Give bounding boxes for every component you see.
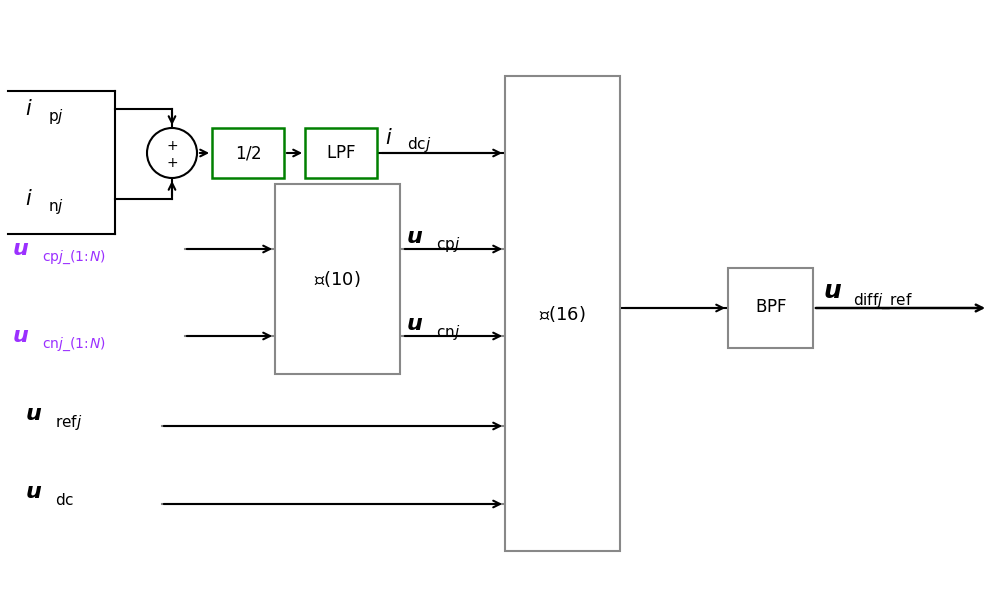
Text: $\mathrm{dc}j$: $\mathrm{dc}j$ [407, 135, 431, 154]
Text: $\mathrm{dc}$: $\mathrm{dc}$ [55, 492, 74, 508]
Text: $i$: $i$ [25, 99, 33, 119]
Text: $\boldsymbol{u}$: $\boldsymbol{u}$ [25, 403, 42, 425]
Text: $\mathrm{cp}j$: $\mathrm{cp}j$ [436, 235, 460, 254]
Text: $\boldsymbol{u}$: $\boldsymbol{u}$ [406, 226, 423, 248]
Bar [728, 268, 813, 348]
Text: $i$: $i$ [385, 128, 393, 148]
Text: $\boldsymbol{u}$: $\boldsymbol{u}$ [25, 481, 42, 503]
Text: +: + [166, 156, 178, 170]
Text: $\boldsymbol{u}$: $\boldsymbol{u}$ [12, 238, 29, 260]
Text: $\mathrm{式(10)}$: $\mathrm{式(10)}$ [314, 269, 361, 289]
Circle shape [147, 128, 197, 178]
Text: $\mathrm{p}j$: $\mathrm{p}j$ [48, 107, 64, 126]
Text: $\mathrm{n}j$: $\mathrm{n}j$ [48, 197, 64, 216]
Text: $\boldsymbol{u}$: $\boldsymbol{u}$ [12, 325, 29, 347]
Text: $\mathrm{cp}j\_{(1\!:\!N)}$: $\mathrm{cp}j\_{(1\!:\!N)}$ [42, 249, 106, 266]
Bar [305, 128, 377, 178]
Text: $\mathrm{式(16)}$: $\mathrm{式(16)}$ [539, 303, 586, 324]
Text: $\mathrm{diff}j\_\mathrm{ref}$: $\mathrm{diff}j\_\mathrm{ref}$ [853, 291, 913, 311]
Text: $\boldsymbol{u}$: $\boldsymbol{u}$ [406, 313, 423, 335]
Bar [505, 76, 620, 551]
Bar [212, 128, 284, 178]
Text: $\mathrm{cn}j\_{(1\!:\!N)}$: $\mathrm{cn}j\_{(1\!:\!N)}$ [42, 336, 106, 353]
Text: $\mathrm{cn}j$: $\mathrm{cn}j$ [436, 322, 460, 342]
Text: +: + [166, 139, 178, 153]
Text: $\mathrm{ref}j$: $\mathrm{ref}j$ [55, 412, 82, 432]
Text: $\mathrm{LPF}$: $\mathrm{LPF}$ [326, 144, 356, 162]
Text: $\boldsymbol{u}$: $\boldsymbol{u}$ [823, 279, 842, 303]
Text: $i$: $i$ [25, 189, 33, 209]
Bar [275, 184, 400, 374]
Text: $\mathrm{1/2}$: $\mathrm{1/2}$ [235, 144, 261, 162]
Text: $\mathrm{BPF}$: $\mathrm{BPF}$ [755, 300, 786, 316]
